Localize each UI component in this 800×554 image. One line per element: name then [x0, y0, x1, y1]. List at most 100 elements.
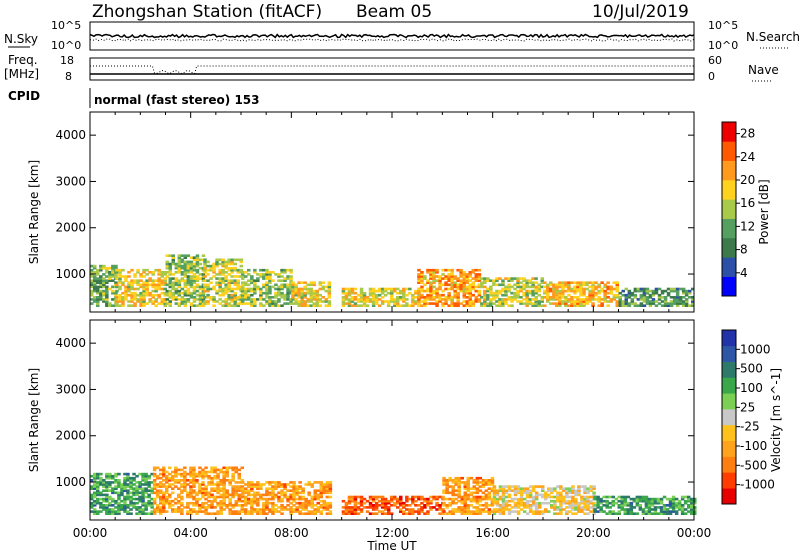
heatmap-cell	[483, 300, 487, 303]
heatmap-cell	[487, 504, 492, 507]
heatmap-cell	[222, 499, 226, 503]
heatmap-cell	[492, 508, 497, 511]
heatmap-cell	[451, 481, 455, 484]
heatmap-cell	[445, 479, 449, 482]
heatmap-cell	[583, 491, 587, 495]
heatmap-cell	[186, 298, 191, 301]
heatmap-cell	[165, 476, 169, 480]
heatmap-cell	[328, 506, 333, 509]
heatmap-cell	[693, 497, 697, 501]
heatmap-cell	[301, 501, 305, 505]
heatmap-cell	[399, 497, 403, 501]
heatmap-cell	[462, 275, 466, 278]
heatmap-cell	[274, 300, 278, 303]
heatmap-cell	[586, 491, 590, 495]
heatmap-cell	[438, 300, 442, 303]
heatmap-cell	[599, 501, 603, 505]
heatmap-cell	[147, 504, 151, 507]
heatmap-cell	[289, 283, 293, 287]
heatmap-cell	[90, 504, 94, 507]
heatmap-cell	[163, 287, 167, 291]
heatmap-cell	[224, 279, 228, 282]
heatmap-cell	[642, 298, 647, 301]
heatmap-cell	[218, 262, 222, 266]
heatmap-cell	[411, 302, 415, 305]
heatmap-cell	[154, 283, 158, 287]
heatmap-cell	[362, 501, 367, 505]
heatmap-cell	[483, 291, 487, 295]
heatmap-cell	[268, 298, 272, 301]
heatmap-cell	[579, 285, 583, 289]
heatmap-cell	[96, 296, 100, 299]
heatmap-cell	[399, 499, 403, 503]
heatmap-cell	[507, 283, 511, 287]
heatmap-cell	[93, 487, 97, 490]
heatmap-cell	[445, 489, 449, 492]
heatmap-cell	[462, 285, 466, 289]
heatmap-cell	[618, 296, 622, 299]
heatmap-cell	[102, 506, 106, 509]
heatmap-cell	[233, 266, 237, 270]
heatmap-cell	[356, 300, 361, 303]
heatmap-cell	[168, 291, 172, 295]
heatmap-cell	[562, 501, 566, 505]
heatmap-cell	[573, 304, 577, 307]
heatmap-cell	[312, 304, 316, 307]
heatmap-cell	[691, 298, 695, 301]
heatmap-cell	[204, 472, 208, 476]
heatmap-cell	[213, 476, 217, 480]
heatmap-cell	[233, 268, 237, 272]
heatmap-cell	[309, 298, 313, 301]
heatmap-cell	[435, 271, 439, 274]
heatmap-cell	[353, 501, 358, 505]
heatmap-cell	[228, 493, 232, 497]
heatmap-cell	[534, 501, 539, 505]
colorbar-swatch	[722, 440, 736, 457]
heatmap-cell	[289, 300, 293, 303]
heatmap-cell	[325, 489, 330, 492]
heatmap-cell	[195, 293, 200, 297]
heatmap-cell	[513, 298, 517, 301]
heatmap-cell	[528, 291, 532, 295]
heatmap-cell	[286, 291, 290, 295]
heatmap-cell	[603, 291, 607, 295]
heatmap-cell	[259, 485, 263, 488]
heatmap-cell	[426, 497, 430, 501]
heatmap-cell	[203, 264, 207, 268]
heatmap-cell	[130, 283, 134, 287]
colorbar-tick-label: 100	[740, 381, 763, 395]
heatmap-cell	[525, 302, 529, 305]
heatmap-cell	[180, 258, 185, 262]
heatmap-cell	[268, 279, 272, 282]
heatmap-cell	[531, 489, 536, 492]
heatmap-cell	[115, 300, 119, 303]
heatmap-cell	[570, 304, 574, 307]
heatmap-cell	[315, 300, 319, 303]
heatmap-cell	[522, 279, 526, 282]
heatmap-cell	[668, 497, 673, 501]
heatmap-cell	[168, 293, 172, 297]
heatmap-cell	[558, 298, 562, 301]
heatmap-cell	[108, 277, 112, 280]
heatmap-cell	[456, 285, 460, 289]
heatmap-cell	[277, 285, 281, 289]
heatmap-cell	[231, 504, 235, 507]
heatmap-cell	[192, 287, 197, 291]
heatmap-cell	[414, 302, 418, 305]
heatmap-cell	[135, 497, 139, 501]
heatmap-cell	[594, 298, 598, 301]
heatmap-cell	[429, 275, 433, 278]
heatmap-cell	[651, 300, 656, 303]
heatmap-cell	[289, 271, 293, 274]
heatmap-cell	[341, 510, 346, 513]
heatmap-cell	[558, 300, 562, 303]
heatmap-cell	[234, 470, 238, 474]
heatmap-cell	[186, 495, 190, 499]
heatmap-cell	[222, 497, 226, 501]
heatmap-cell	[292, 489, 296, 492]
heatmap-cell	[262, 298, 266, 301]
heatmap-cell	[417, 273, 421, 276]
heatmap-cell	[448, 510, 452, 513]
heatmap-cell	[387, 287, 391, 291]
heatmap-cell	[189, 275, 194, 278]
